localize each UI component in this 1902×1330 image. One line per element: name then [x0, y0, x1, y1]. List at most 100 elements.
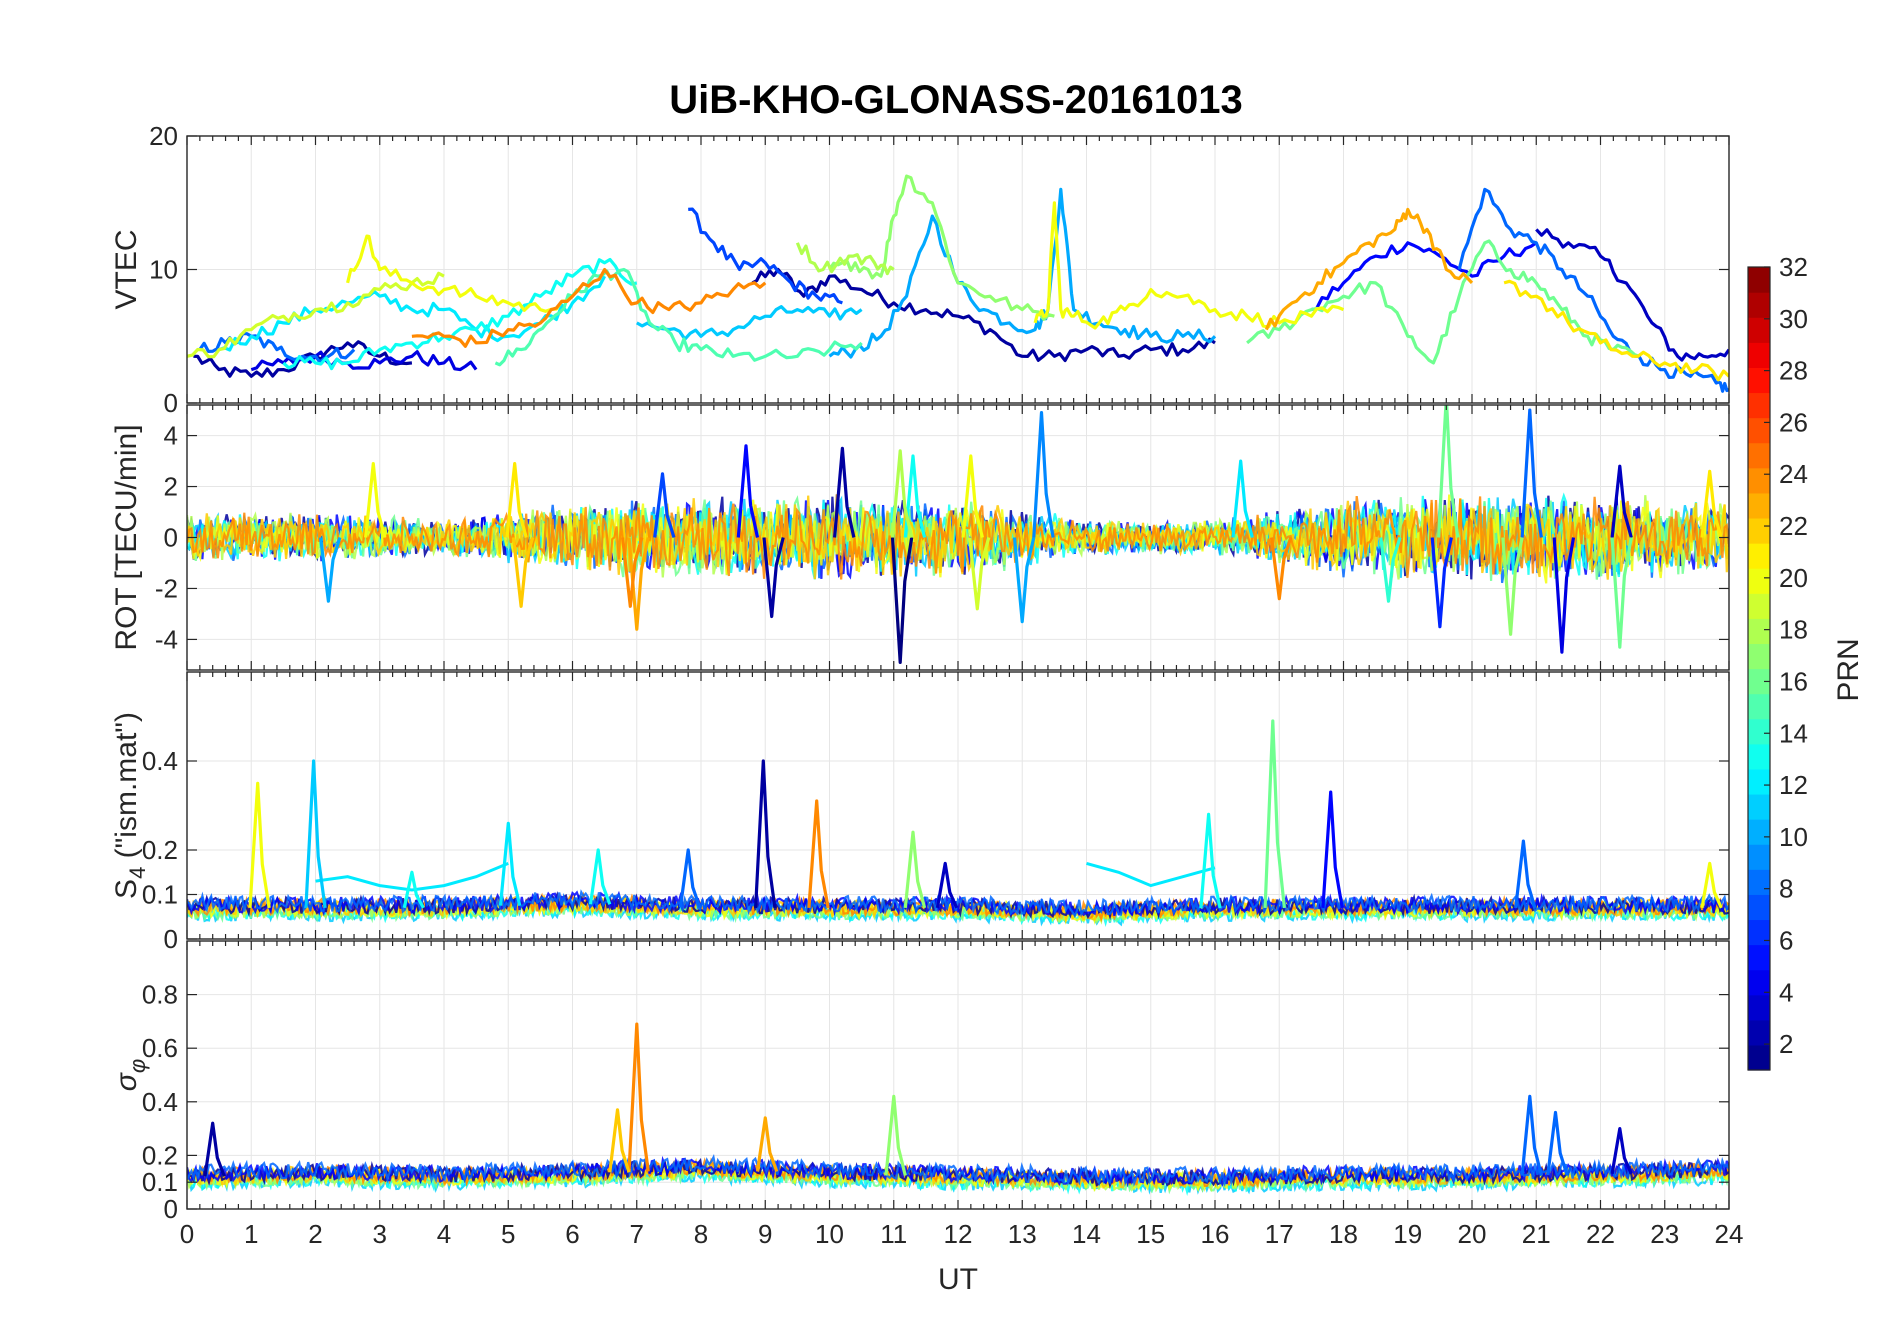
colorbar-level [1748, 919, 1770, 946]
sigma_phi-spike-prn-23 [755, 1116, 779, 1173]
vtec-series-prn-11 [636, 305, 863, 341]
colorbar-level [1748, 944, 1770, 971]
colorbar-level [1748, 593, 1770, 619]
s4-spike-prn-8 [1514, 839, 1537, 909]
s4-spike-prn-12 [498, 821, 522, 906]
x-tick-label: 5 [501, 1219, 515, 1249]
rot-spike-prn-12 [1231, 459, 1254, 538]
vtec-series-prn-8 [198, 332, 356, 364]
colorbar-tick-label: 2 [1779, 1029, 1793, 1059]
colorbar-level [1748, 568, 1770, 594]
vtec-y-tick-label: 20 [149, 121, 178, 151]
colorbar-level [1748, 969, 1770, 996]
rot-spike-prn-21 [1700, 469, 1723, 538]
colorbar-tick-label: 28 [1779, 356, 1808, 386]
x-tick-label: 2 [308, 1219, 322, 1249]
colorbar-level [1748, 994, 1770, 1021]
rot-y-axis-label: ROT [TECU/min] [110, 424, 143, 650]
s4-spike-prn-17 [903, 830, 927, 909]
x-tick-label: 22 [1586, 1219, 1615, 1249]
colorbar-tick-label: 16 [1779, 666, 1808, 696]
sigma_phi-y-tick-label: 0.1 [142, 1167, 178, 1197]
rot-spike-prn-7 [653, 472, 676, 538]
vtec-series-prn-2 [751, 267, 1216, 363]
x-tick-label: 23 [1650, 1219, 1679, 1249]
colorbar-tick-label: 30 [1779, 304, 1808, 334]
s4-y-tick-label: 0 [164, 924, 178, 954]
colorbar-tick-label: 24 [1779, 459, 1808, 489]
vtec-series-prn-19 [187, 271, 445, 359]
vtec-series-prn-7 [688, 207, 843, 305]
colorbar-level [1748, 668, 1770, 695]
colorbar-tick-label: 18 [1779, 615, 1808, 645]
chart-title: UiB-KHO-GLONASS-20161013 [669, 78, 1243, 122]
rot-spike-prn-16 [1610, 537, 1633, 649]
s4-spike-prn-24 [807, 799, 830, 909]
rot-spike-prn-13 [903, 454, 927, 538]
colorbar-level [1748, 292, 1770, 318]
s4-y-tick-label: 0.2 [142, 835, 178, 865]
sigma_phi-data [187, 1022, 1729, 1196]
x-tick-label: 0 [180, 1219, 194, 1249]
sigma_phi-y-tick-label: 0 [164, 1194, 178, 1224]
sigma_phi-spike-prn-8 [1520, 1094, 1543, 1176]
rot-spike-prn-3 [1610, 464, 1633, 538]
colorbar-level [1748, 342, 1770, 368]
vtec-series-prn-20 [1033, 201, 1345, 330]
x-tick-label: 3 [373, 1219, 387, 1249]
colorbar-tick-label: 10 [1779, 822, 1808, 852]
sigma_phi-y-tick-label: 0.6 [142, 1033, 178, 1063]
vtec-series-prn-20 [346, 234, 574, 313]
sigma_phi-y-axis-label: σφ [110, 1059, 150, 1091]
colorbar-level [1748, 894, 1770, 921]
vtec-y-axis-label: VTEC [110, 229, 143, 309]
sigma_phi-spike-prn-2 [203, 1121, 226, 1177]
colorbar-level [1748, 543, 1770, 569]
colorbar-tick-label: 32 [1779, 252, 1808, 282]
vtec-series-prn-23 [1264, 207, 1474, 331]
colorbar-level [1748, 743, 1770, 770]
vtec-y-tick-label: 10 [149, 255, 178, 285]
rot-y-tick-label: 2 [164, 472, 178, 502]
rot-y-tick-label: 4 [164, 421, 178, 451]
rot-noise-trace [187, 494, 1729, 580]
s4-data [187, 719, 1729, 928]
x-tick-label: 1 [244, 1219, 258, 1249]
sigma_phi-y-tick-label: 0.4 [142, 1087, 178, 1117]
vtec-y-tick-label: 0 [164, 388, 178, 418]
s4-spike-prn-3 [935, 861, 959, 909]
colorbar-level [1748, 693, 1770, 720]
x-tick-label: 19 [1393, 1219, 1422, 1249]
rot-spike-prn-19 [968, 537, 991, 611]
rot-spike-prn-1 [890, 537, 914, 664]
rot-spike-prn-6 [1430, 537, 1453, 629]
sigma_phi-spike-prn-22 [608, 1108, 631, 1173]
rot-spike-prn-5 [736, 444, 760, 538]
sigma_phi-y-tick-label: 0.8 [142, 980, 178, 1010]
colorbar-tick-label: 12 [1779, 770, 1808, 800]
s4-spike-prn-20 [1700, 861, 1723, 909]
colorbar-frame [1747, 266, 1771, 1071]
rot-spike-prn-20 [364, 462, 387, 538]
colorbar-level [1748, 442, 1770, 469]
s4-spike-prn-8 [678, 848, 702, 908]
colorbar-tick-label: 22 [1779, 511, 1808, 541]
s4-y-tick-label: 0.4 [142, 746, 178, 776]
colorbar-level [1748, 467, 1770, 494]
colorbar-level [1748, 643, 1770, 670]
x-tick-label: 18 [1329, 1219, 1358, 1249]
vtec-data [187, 174, 1729, 393]
colorbar-level [1748, 718, 1770, 745]
x-tick-label: 13 [1008, 1219, 1037, 1249]
rot-spike-prn-18 [890, 449, 914, 538]
x-tick-label: 11 [880, 1219, 907, 1249]
rot-spike-prn-9 [1032, 411, 1055, 538]
rot-spike-prn-4 [1552, 537, 1576, 654]
colorbar-level [1748, 517, 1770, 544]
rot-y-tick-label: -4 [155, 624, 178, 654]
rot-data [187, 405, 1729, 664]
rot-spike-prn-14 [1379, 537, 1402, 603]
x-tick-label: 24 [1715, 1219, 1744, 1249]
sigma_phi-spike-prn-24 [627, 1022, 650, 1172]
s4-hump-prn-12 [1086, 861, 1216, 888]
